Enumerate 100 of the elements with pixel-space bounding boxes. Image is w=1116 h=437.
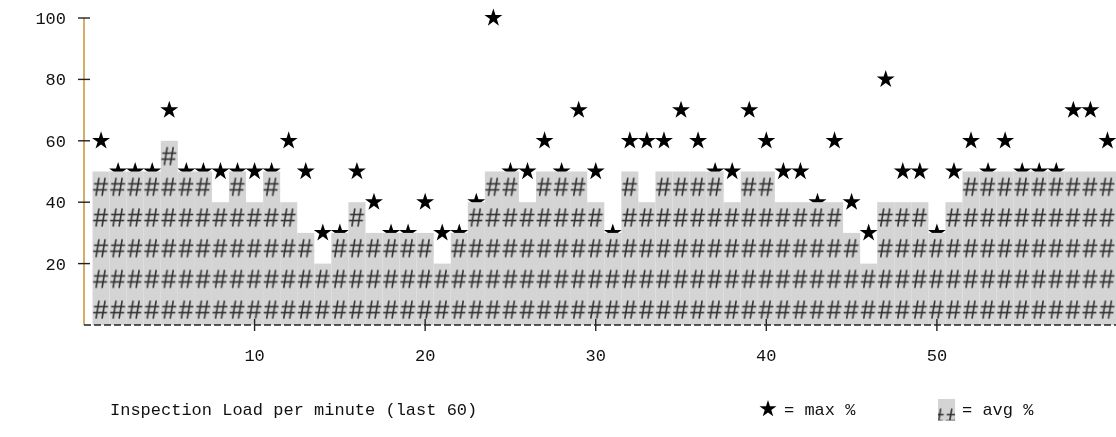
bar xyxy=(297,232,315,325)
point xyxy=(313,223,332,241)
bar xyxy=(365,232,383,325)
bar xyxy=(160,140,178,325)
point xyxy=(637,131,656,149)
point xyxy=(365,192,383,210)
point xyxy=(569,100,588,118)
bar xyxy=(126,171,144,325)
bar xyxy=(1047,171,1065,325)
legend-label: = max % xyxy=(784,401,857,420)
point xyxy=(689,131,708,149)
bar xyxy=(467,202,485,325)
point xyxy=(347,162,366,180)
point xyxy=(535,131,554,149)
bar xyxy=(501,171,519,325)
x-tick-label: 10 xyxy=(244,347,265,366)
bar xyxy=(143,171,161,325)
bar xyxy=(706,171,724,325)
x-tick-label: 30 xyxy=(585,347,606,366)
y-tick-label: 80 xyxy=(45,71,66,91)
bar xyxy=(1064,171,1082,325)
point xyxy=(962,131,980,149)
y-tick-label: 100 xyxy=(35,9,66,29)
point xyxy=(620,131,639,149)
bar xyxy=(877,202,895,325)
bar xyxy=(518,202,537,325)
point xyxy=(757,131,776,149)
bar xyxy=(109,171,127,325)
point xyxy=(518,162,537,180)
point xyxy=(160,100,179,118)
bar xyxy=(655,171,673,325)
bar xyxy=(826,202,844,325)
bar xyxy=(484,171,502,325)
point xyxy=(484,8,503,26)
point xyxy=(211,162,230,180)
point xyxy=(723,162,742,180)
bar xyxy=(962,171,980,325)
bar xyxy=(723,202,741,325)
bar xyxy=(211,202,229,325)
point xyxy=(910,162,929,180)
bar xyxy=(92,171,110,325)
bar xyxy=(587,202,605,325)
bar xyxy=(791,202,809,325)
bar xyxy=(1098,171,1116,325)
point xyxy=(1098,131,1116,149)
x-tick-label: 40 xyxy=(756,347,777,366)
legend-label: = avg % xyxy=(962,401,1035,420)
bar xyxy=(433,263,451,325)
point xyxy=(1064,100,1083,118)
bar xyxy=(843,232,861,325)
bar xyxy=(194,171,212,325)
y-tick-label: 40 xyxy=(45,194,66,214)
bar xyxy=(928,232,946,325)
point xyxy=(416,192,435,210)
bar xyxy=(536,171,554,325)
bar xyxy=(382,232,400,325)
bar xyxy=(945,202,963,325)
bar xyxy=(774,202,792,325)
point xyxy=(774,162,793,180)
y-tick-label: 20 xyxy=(45,255,66,275)
bar xyxy=(263,171,281,325)
bar xyxy=(331,232,349,325)
point xyxy=(245,162,264,180)
point xyxy=(842,192,861,210)
x-tick-label: 50 xyxy=(926,347,948,366)
y-tick-label: 60 xyxy=(45,132,66,152)
bar xyxy=(757,171,775,325)
bar xyxy=(314,263,332,325)
point xyxy=(893,162,912,180)
point xyxy=(672,100,690,118)
bar xyxy=(996,171,1014,325)
point xyxy=(433,223,452,241)
bar xyxy=(348,202,366,325)
point xyxy=(825,131,844,149)
bar xyxy=(979,171,997,325)
bar xyxy=(808,202,827,325)
bar xyxy=(638,202,656,325)
bar xyxy=(1081,171,1099,325)
point xyxy=(996,131,1015,149)
point xyxy=(944,162,963,180)
bar xyxy=(894,202,912,325)
point xyxy=(296,162,315,180)
bar xyxy=(689,171,707,325)
bar xyxy=(416,232,434,325)
bar xyxy=(911,202,929,325)
bar xyxy=(399,232,417,325)
bar xyxy=(228,171,247,325)
bar xyxy=(177,171,195,325)
bar xyxy=(570,171,588,325)
bar xyxy=(860,263,878,325)
bar xyxy=(553,171,571,325)
point xyxy=(586,162,605,180)
point xyxy=(791,162,810,180)
bar xyxy=(280,202,298,325)
bar xyxy=(1030,171,1048,325)
point xyxy=(740,100,759,118)
x-axis-title: Inspection Load per minute (last 60) xyxy=(110,401,478,420)
bar xyxy=(450,232,468,325)
point xyxy=(92,131,111,149)
point xyxy=(279,131,298,149)
